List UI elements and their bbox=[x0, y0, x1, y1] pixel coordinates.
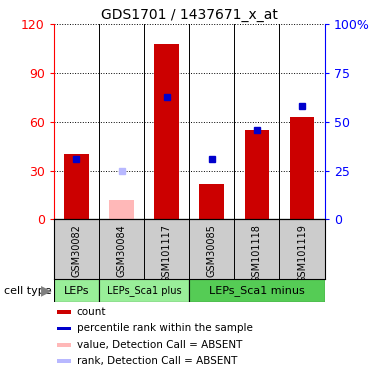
Bar bbox=[109, 200, 134, 219]
Bar bbox=[56, 343, 71, 346]
Bar bbox=[290, 117, 315, 219]
Text: LEPs: LEPs bbox=[63, 286, 89, 296]
Text: ▶: ▶ bbox=[41, 284, 52, 298]
Text: value, Detection Call = ABSENT: value, Detection Call = ABSENT bbox=[77, 340, 242, 350]
Bar bbox=[199, 184, 224, 219]
Text: GSM101119: GSM101119 bbox=[297, 224, 307, 283]
Text: GSM101118: GSM101118 bbox=[252, 224, 262, 283]
Bar bbox=[154, 44, 179, 219]
Bar bbox=[54, 279, 99, 302]
Text: GSM30082: GSM30082 bbox=[71, 224, 81, 277]
Bar bbox=[189, 279, 325, 302]
Text: cell type: cell type bbox=[4, 286, 51, 296]
Bar bbox=[56, 327, 71, 330]
Bar bbox=[56, 359, 71, 363]
Text: GSM101117: GSM101117 bbox=[162, 224, 172, 283]
Text: percentile rank within the sample: percentile rank within the sample bbox=[77, 324, 253, 333]
Text: LEPs_Sca1 minus: LEPs_Sca1 minus bbox=[209, 285, 305, 296]
Bar bbox=[244, 130, 269, 219]
Bar bbox=[56, 310, 71, 314]
Text: GSM30085: GSM30085 bbox=[207, 224, 217, 277]
Text: rank, Detection Call = ABSENT: rank, Detection Call = ABSENT bbox=[77, 356, 237, 366]
Text: LEPs_Sca1 plus: LEPs_Sca1 plus bbox=[107, 285, 181, 296]
Text: GSM30084: GSM30084 bbox=[116, 224, 127, 277]
Bar bbox=[64, 154, 89, 219]
Title: GDS1701 / 1437671_x_at: GDS1701 / 1437671_x_at bbox=[101, 8, 278, 22]
Bar bbox=[99, 279, 189, 302]
Text: count: count bbox=[77, 307, 106, 317]
